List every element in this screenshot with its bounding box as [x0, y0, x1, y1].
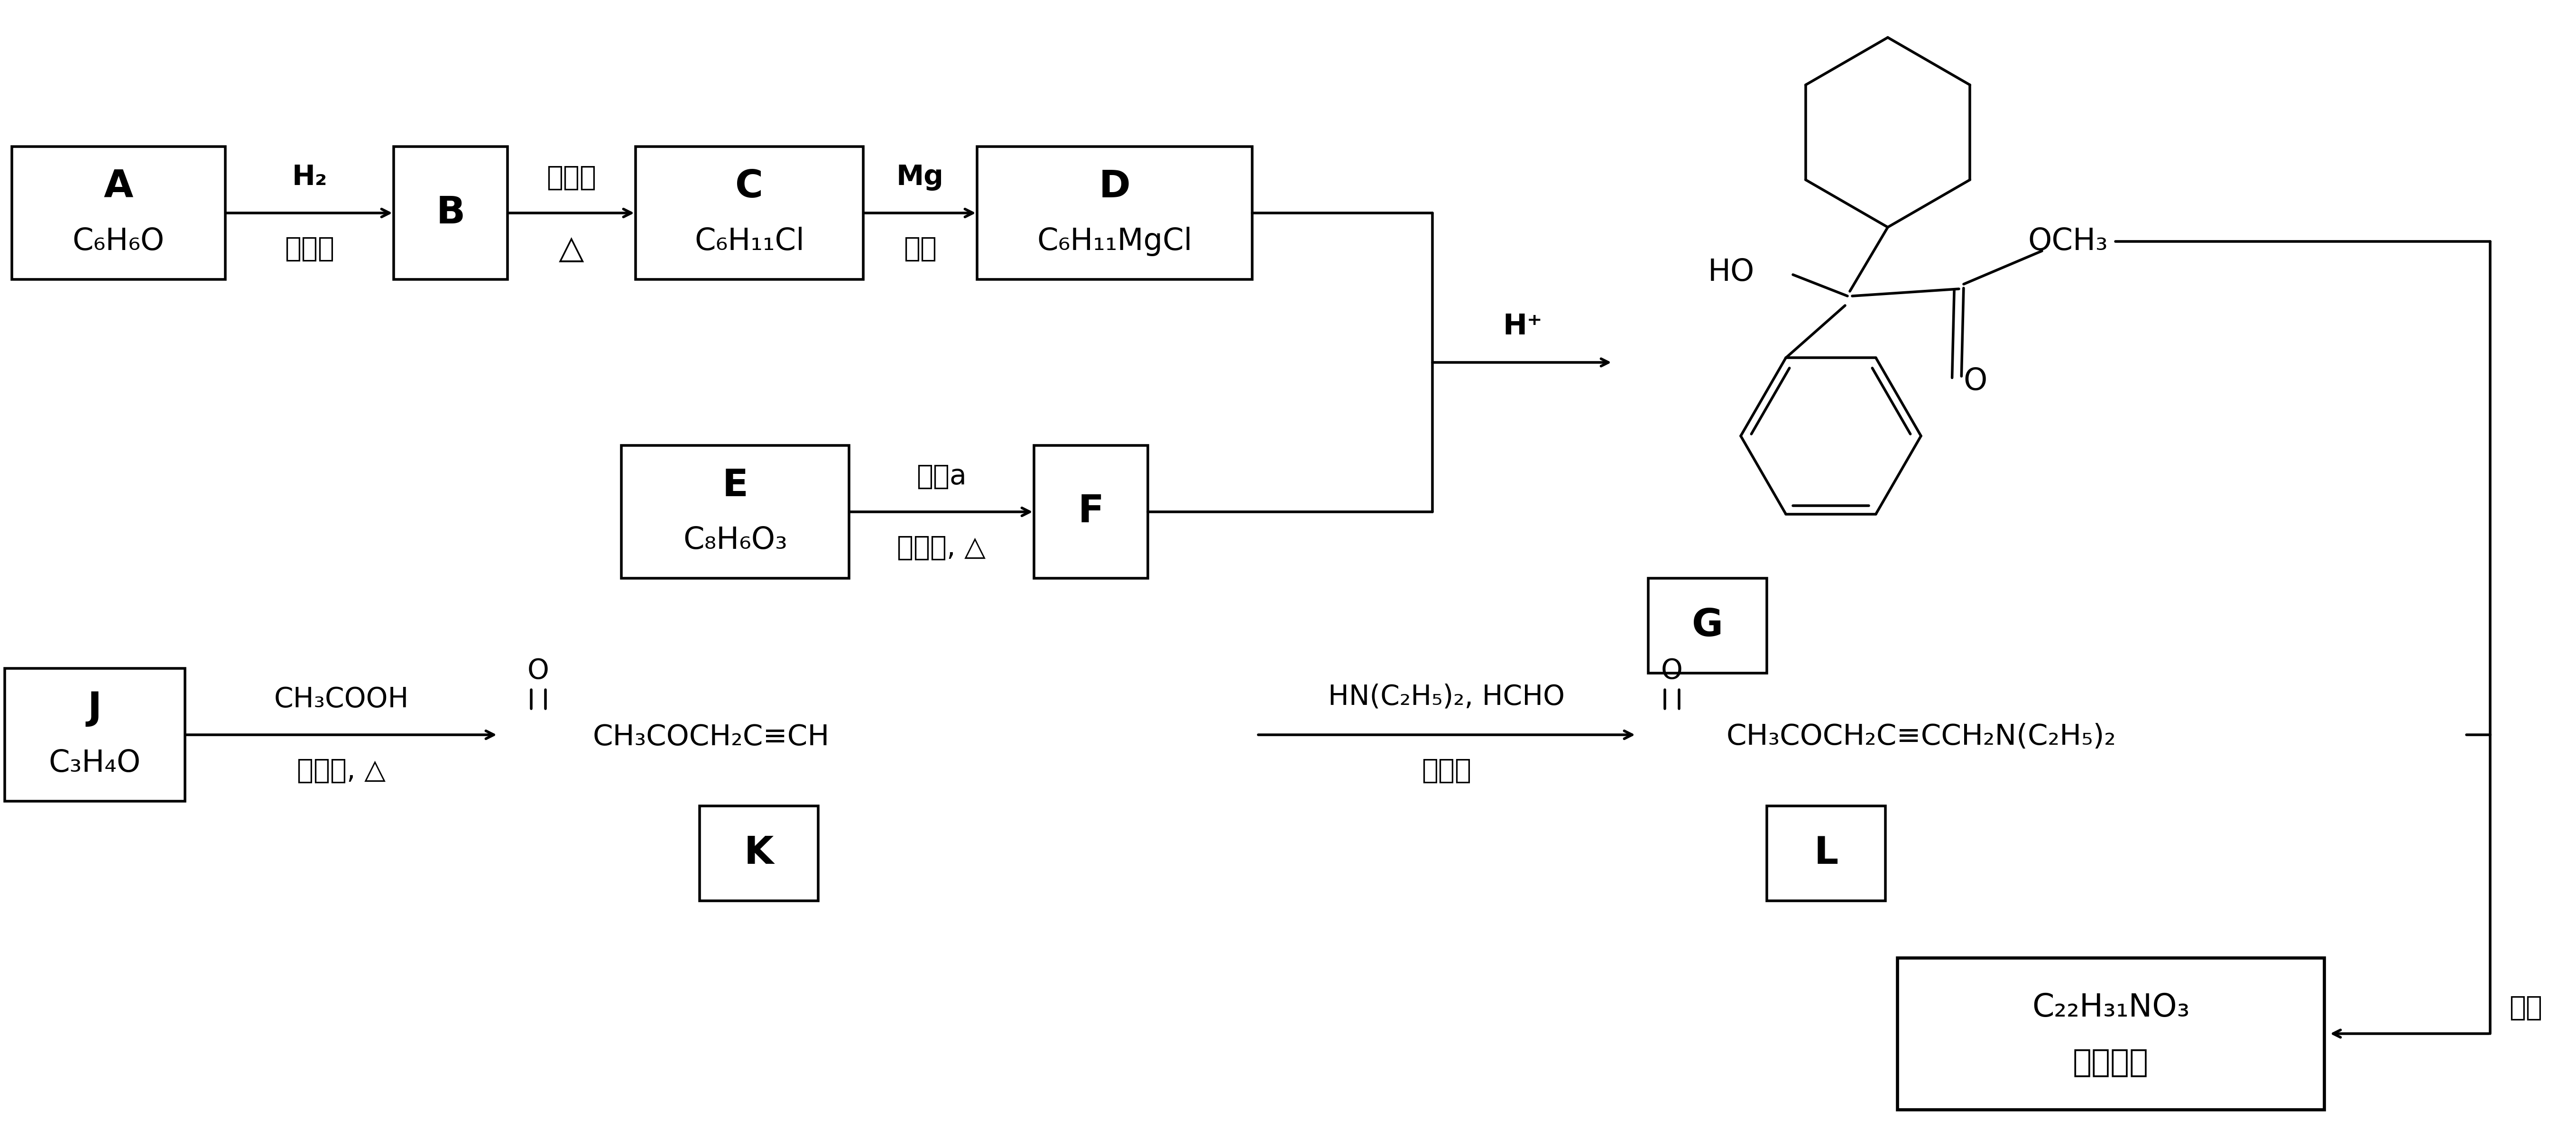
Text: OCH₃: OCH₃ — [2027, 226, 2107, 256]
Text: J: J — [88, 691, 103, 727]
Text: HO: HO — [1708, 257, 1754, 287]
Text: C₃H₄O: C₃H₄O — [49, 749, 142, 778]
Bar — [976, 147, 1252, 280]
Text: A: A — [103, 168, 134, 205]
Bar — [621, 445, 850, 578]
Text: C₆H₁₁MgCl: C₆H₁₁MgCl — [1038, 226, 1193, 256]
Text: F: F — [1077, 494, 1105, 530]
Text: 浓盐酸: 浓盐酸 — [546, 164, 598, 191]
Text: K: K — [744, 835, 773, 872]
Bar — [1899, 958, 2324, 1110]
Text: 浓硫酸, △: 浓硫酸, △ — [896, 534, 987, 561]
Text: L: L — [1814, 835, 1839, 872]
Text: C₈H₆O₃: C₈H₆O₃ — [683, 526, 788, 555]
Text: CH₃COCH₂C≡CCH₂N(C₂H₅)₂: CH₃COCH₂C≡CCH₂N(C₂H₅)₂ — [1726, 723, 2117, 751]
Text: H₂: H₂ — [291, 164, 327, 191]
Bar — [394, 147, 507, 280]
Text: Mg: Mg — [896, 164, 943, 191]
Text: 乙醚: 乙醚 — [904, 236, 938, 262]
Bar — [1033, 445, 1149, 578]
Text: 制化剤: 制化剤 — [1422, 757, 1471, 784]
Text: 试剤a: 试剤a — [917, 463, 966, 489]
Text: HN(C₂H₅)₂, HCHO: HN(C₂H₅)₂, HCHO — [1329, 683, 1566, 710]
Text: 制化剤: 制化剤 — [283, 236, 335, 262]
Bar — [5, 668, 185, 801]
Text: CH₃COOH: CH₃COOH — [273, 686, 410, 712]
Text: 浓硫酸, △: 浓硫酸, △ — [296, 757, 386, 784]
Text: O: O — [528, 658, 549, 684]
Text: 奥普布宁: 奥普布宁 — [2074, 1047, 2148, 1078]
Text: E: E — [721, 468, 747, 504]
Text: B: B — [435, 195, 466, 231]
Text: D: D — [1100, 168, 1131, 205]
Text: G: G — [1692, 608, 1723, 644]
Text: 醇钓: 醇钓 — [2509, 993, 2543, 1021]
Text: CH₃COCH₂C≡CH: CH₃COCH₂C≡CH — [592, 723, 829, 751]
Text: H⁺: H⁺ — [1502, 313, 1543, 340]
Text: O: O — [1963, 366, 1989, 396]
Bar — [1649, 578, 1767, 673]
Text: C₆H₆O: C₆H₆O — [72, 226, 165, 256]
Bar — [1767, 806, 1886, 901]
Bar — [636, 147, 863, 280]
Text: C₆H₁₁Cl: C₆H₁₁Cl — [696, 226, 804, 256]
Bar — [13, 147, 224, 280]
Text: C₂₂H₃₁NO₃: C₂₂H₃₁NO₃ — [2032, 992, 2190, 1023]
Text: O: O — [1662, 658, 1682, 684]
Text: C: C — [734, 168, 762, 205]
Bar — [701, 806, 819, 901]
Text: △: △ — [559, 232, 585, 264]
